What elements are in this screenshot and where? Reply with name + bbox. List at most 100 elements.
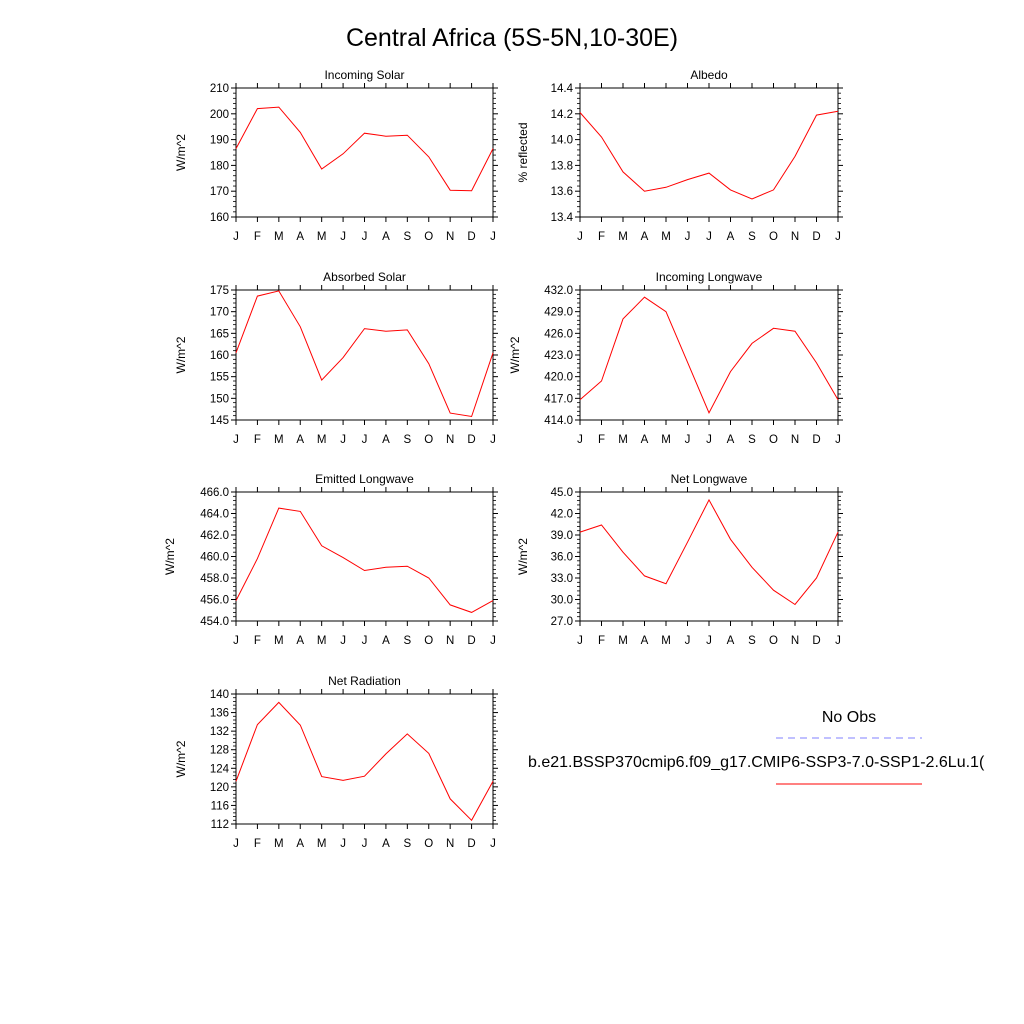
net-radiation-xtick-label: N <box>446 838 454 850</box>
emitted-longwave-ytick-label: 454.0 <box>200 616 229 628</box>
net-radiation-xtick-label: F <box>254 838 261 850</box>
absorbed-solar-series-line <box>235 290 494 418</box>
emitted-longwave-xtick-label: J <box>233 635 239 647</box>
emitted-longwave-ytick-label: 458.0 <box>200 573 229 585</box>
absorbed-solar-xtick-label: N <box>446 434 454 446</box>
incoming-longwave-ytick-label: 429.0 <box>544 307 573 319</box>
panels-group: J F M A M J J A S O N D J160170180190200210Incoming … <box>163 68 843 850</box>
absorbed-solar-xtick-label: O <box>424 434 433 446</box>
albedo-ytick-label: 14.2 <box>551 109 573 121</box>
net-longwave-xtick-label: O <box>769 635 778 647</box>
net-longwave-ytick-label: 42.0 <box>551 509 573 521</box>
absorbed-solar-xtick-label: J <box>362 434 368 446</box>
emitted-longwave-ylabel: W/m^2 <box>163 538 177 575</box>
net-radiation-xtick-label: J <box>362 838 368 850</box>
emitted-longwave-xtick-label: N <box>446 635 454 647</box>
incoming-longwave-series-line <box>579 296 839 414</box>
net-radiation-panel: J F M A M J J A S O N D J112116120124128132136140Net… <box>174 674 498 850</box>
incoming-longwave-ytick-label: 423.0 <box>544 350 573 362</box>
net-longwave-xtick-label: J <box>577 635 583 647</box>
incoming-solar-panel: J F M A M J J A S O N D J160170180190200210Incoming … <box>174 68 498 243</box>
incoming-longwave-ytick-label: 420.0 <box>544 372 573 384</box>
absorbed-solar-ytick-label: 170 <box>210 307 229 319</box>
incoming-longwave-xtick-label: N <box>791 434 799 446</box>
net-longwave-xtick-label: J <box>706 635 712 647</box>
absorbed-solar-xtick-label: M <box>317 434 327 446</box>
net-longwave-ytick-label: 33.0 <box>551 573 573 585</box>
net-radiation-xtick-label: A <box>382 838 390 850</box>
incoming-longwave-ytick-label: 426.0 <box>544 328 573 340</box>
albedo-xtick-label: A <box>727 231 735 243</box>
net-radiation-ytick-label: 136 <box>210 708 229 720</box>
incoming-solar-xtick-label: J <box>233 231 239 243</box>
incoming-solar-xtick-label: N <box>446 231 454 243</box>
emitted-longwave-ytick-label: 462.0 <box>200 530 229 542</box>
absorbed-solar-xtick-label: J <box>490 434 496 446</box>
net-radiation-xtick-label: M <box>274 838 284 850</box>
net-longwave-plot-frame <box>579 491 839 622</box>
incoming-longwave-xtick-label: O <box>769 434 778 446</box>
albedo-panel: J F M A M J J A S O N D J13.413.613.814.014.214.4Alb… <box>516 68 843 243</box>
albedo-xtick-label: A <box>641 231 649 243</box>
incoming-longwave-ytick-label: 432.0 <box>544 285 573 297</box>
net-radiation-ytick-label: 128 <box>210 745 229 757</box>
absorbed-solar-ytick-label: 145 <box>210 415 229 427</box>
incoming-longwave-ytick-label: 414.0 <box>544 415 573 427</box>
net-radiation-xtick-label: M <box>317 838 327 850</box>
emitted-longwave-ytick-label: 466.0 <box>200 487 229 499</box>
legend: No Obs b.e21.BSSP370cmip6.f09_g17.CMIP6-… <box>528 709 985 785</box>
absorbed-solar-xtick-label: A <box>382 434 390 446</box>
incoming-solar-xtick-label: M <box>274 231 284 243</box>
absorbed-solar-xtick-label: F <box>254 434 261 446</box>
albedo-xtick-label: M <box>661 231 671 243</box>
incoming-longwave-plot-frame <box>579 289 839 421</box>
net-radiation-ytick-label: 120 <box>210 782 229 794</box>
incoming-solar-xtick-label: J <box>490 231 496 243</box>
net-radiation-xtick-label: S <box>403 838 411 850</box>
net-radiation-xtick-label: O <box>424 838 433 850</box>
incoming-solar-ytick-label: 170 <box>210 186 229 198</box>
incoming-longwave-xtick-label: M <box>618 434 628 446</box>
incoming-solar-ytick-label: 160 <box>210 212 229 224</box>
net-longwave-ylabel: W/m^2 <box>516 538 530 575</box>
net-longwave-panel: J F M A M J J A S O N D J27.030.033.036.039.042.045.… <box>516 472 843 647</box>
albedo-xtick-label: F <box>598 231 605 243</box>
emitted-longwave-ytick-label: 460.0 <box>200 552 229 564</box>
net-radiation-xtick-label: D <box>467 838 475 850</box>
incoming-longwave-ylabel: W/m^2 <box>508 336 522 373</box>
net-radiation-xtick-label: J <box>233 838 239 850</box>
absorbed-solar-xtick-label: A <box>296 434 304 446</box>
net-longwave-xtick-label: M <box>661 635 671 647</box>
albedo-xtick-label: N <box>791 231 799 243</box>
emitted-longwave-xtick-label: D <box>467 635 475 647</box>
incoming-solar-xtick-label: A <box>382 231 390 243</box>
net-radiation-series-line <box>235 701 494 822</box>
absorbed-solar-xtick-label: J <box>340 434 346 446</box>
net-longwave-ytick-label: 36.0 <box>551 552 573 564</box>
emitted-longwave-xtick-label: O <box>424 635 433 647</box>
emitted-longwave-title: Emitted Longwave <box>315 472 414 486</box>
legend-model-label: b.e21.BSSP370cmip6.f09_g17.CMIP6-SSP3-7.… <box>528 754 985 771</box>
albedo-ytick-label: 14.4 <box>551 83 574 95</box>
emitted-longwave-xtick-label: A <box>296 635 304 647</box>
albedo-xtick-label: J <box>706 231 712 243</box>
incoming-solar-title: Incoming Solar <box>324 68 404 82</box>
net-longwave-series-line <box>579 498 839 606</box>
emitted-longwave-xtick-label: J <box>490 635 496 647</box>
absorbed-solar-panel: J F M A M J J A S O N D J145150155160165170175Absorb… <box>174 270 498 446</box>
incoming-longwave-xtick-label: D <box>812 434 820 446</box>
incoming-solar-xtick-label: M <box>317 231 327 243</box>
incoming-longwave-xtick-label: J <box>577 434 583 446</box>
figure-title: Central Africa (5S-5N,10-30E) <box>346 24 678 52</box>
albedo-xtick-label: S <box>748 231 756 243</box>
albedo-title: Albedo <box>690 68 728 82</box>
net-radiation-ytick-label: 116 <box>211 800 229 812</box>
albedo-ytick-label: 14.0 <box>551 135 573 147</box>
net-radiation-title: Net Radiation <box>328 674 401 688</box>
net-radiation-ytick-label: 132 <box>210 726 229 738</box>
incoming-solar-xtick-label: D <box>467 231 475 243</box>
incoming-longwave-xtick-label: J <box>706 434 712 446</box>
net-longwave-ytick-label: 45.0 <box>551 487 573 499</box>
emitted-longwave-xtick-label: F <box>254 635 261 647</box>
